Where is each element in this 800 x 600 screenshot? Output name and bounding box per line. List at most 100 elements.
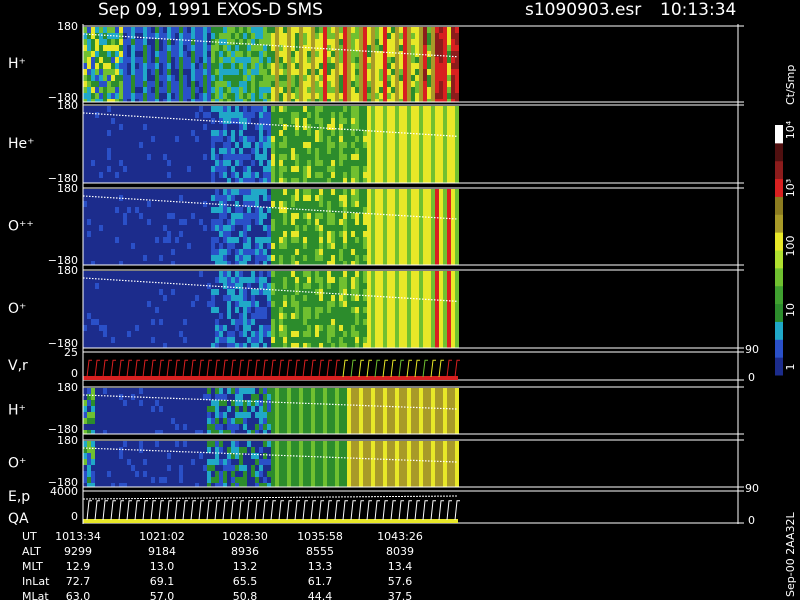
spectrogram-cell <box>403 57 407 63</box>
spectrogram-cell <box>255 57 259 63</box>
spectrogram-cell <box>387 231 391 237</box>
spectrogram-cell <box>335 301 339 307</box>
spectrogram-cell <box>423 136 427 142</box>
spectrogram-cell <box>315 301 319 307</box>
spectrogram-cell <box>271 295 275 301</box>
spectrogram-cell <box>391 93 395 99</box>
spectrogram-cell <box>347 148 351 154</box>
spectrogram-cell <box>347 337 351 343</box>
spectrogram-cell <box>291 249 295 255</box>
spectrogram-cell <box>331 207 335 213</box>
spectrogram-cell <box>435 307 439 313</box>
spectrogram-cell <box>247 213 251 219</box>
spectrogram-cell <box>439 81 443 87</box>
spectrogram-cell <box>283 118 287 124</box>
spectrogram-cell <box>251 301 255 307</box>
spectrogram-cell <box>371 93 375 99</box>
spectrogram-cell <box>223 289 227 295</box>
spectrogram-cell <box>395 195 399 201</box>
spectrogram-cell <box>163 237 167 243</box>
spectrogram-cell <box>215 178 219 183</box>
spectrogram-cell <box>223 225 227 231</box>
spectrogram-cell <box>331 112 335 118</box>
spectrogram-cell <box>303 99 307 102</box>
spectrogram-cell <box>371 261 375 265</box>
spectrogram-cell <box>367 261 371 265</box>
spectrogram-cell <box>399 75 403 81</box>
spectrogram-cell <box>327 154 331 160</box>
spectrogram-cell <box>83 394 87 400</box>
spectrogram-cell <box>407 243 411 249</box>
spectrogram-cell <box>295 231 299 237</box>
spectrogram-cell <box>155 261 159 265</box>
spectrogram-cell <box>151 301 155 307</box>
spectrogram-cell <box>327 277 331 283</box>
spectrogram-cell <box>303 154 307 160</box>
spectrogram-cell <box>87 261 91 265</box>
spectrogram-cell <box>195 271 199 277</box>
spectrogram-cell <box>175 295 179 301</box>
spectrogram-cell <box>171 271 175 277</box>
spectrogram-cell <box>327 301 331 307</box>
spectrogram-cell <box>115 313 119 319</box>
spectrogram-cell <box>179 277 183 283</box>
spectrogram-cell <box>83 136 87 142</box>
spectrogram-cell <box>251 237 255 243</box>
spectrogram-cell <box>147 277 151 283</box>
spectrogram-cell <box>227 136 231 142</box>
spectrogram-cell <box>95 283 99 289</box>
spectrogram-cell <box>191 225 195 231</box>
spectrogram-cell <box>447 325 451 331</box>
spectrogram-cell <box>343 213 347 219</box>
spectrogram-cell <box>427 93 431 99</box>
spectrogram-cell <box>455 93 459 99</box>
spectrogram-cell <box>411 301 415 307</box>
spectrogram-cell <box>159 57 163 63</box>
spectrogram-cell <box>107 118 111 124</box>
spectrogram-cell <box>291 81 295 87</box>
spectrogram-cell <box>379 39 383 45</box>
spectrogram-cell <box>215 160 219 166</box>
spectrogram-cell <box>211 213 215 219</box>
spectrogram-cell <box>431 271 435 277</box>
spectrogram-cell <box>147 231 151 237</box>
spectrogram-cell <box>347 207 351 213</box>
spectrogram-cell <box>259 255 263 261</box>
spectrogram-cell <box>155 39 159 45</box>
spectrogram-cell <box>191 33 195 39</box>
spectrogram-cell <box>311 39 315 45</box>
spectrogram-cell <box>451 51 455 57</box>
spectrogram-cell <box>411 33 415 39</box>
spectrogram-cell <box>319 201 323 207</box>
spectrogram-cell <box>83 172 87 178</box>
spectrogram-cell <box>263 172 267 178</box>
spectrogram-cell <box>319 319 323 325</box>
spectrogram-cell <box>343 249 347 255</box>
spectrogram-cell <box>199 57 203 63</box>
spectrogram-cell <box>423 207 427 213</box>
spectrogram-cell <box>215 189 219 195</box>
spectrogram-cell <box>411 277 415 283</box>
spectrogram-cell <box>111 430 115 434</box>
spectrogram-cell <box>331 331 335 337</box>
spectrogram-cell <box>347 39 351 45</box>
spectrogram-cell <box>211 63 215 69</box>
spectrogram-cell <box>415 331 419 337</box>
spectrogram-cell <box>267 261 271 265</box>
spectrogram-cell <box>211 45 215 51</box>
spectrogram-cell <box>415 249 419 255</box>
spectrogram-cell <box>395 33 399 39</box>
spectrogram-cell <box>403 39 407 45</box>
spectrogram-cell <box>427 301 431 307</box>
spectrogram-cell <box>159 118 163 124</box>
spectrogram-cell <box>99 277 103 283</box>
spectrogram-cell <box>375 207 379 213</box>
spectrogram-cell <box>319 261 323 265</box>
spectrogram-cell <box>291 201 295 207</box>
spectrogram-cell <box>263 51 267 57</box>
spectrogram-cell <box>255 99 259 102</box>
spectrogram-cell <box>427 319 431 325</box>
spectrogram-cell <box>395 277 399 283</box>
spectrogram-cell <box>231 243 235 249</box>
spectrogram-cell <box>291 75 295 81</box>
